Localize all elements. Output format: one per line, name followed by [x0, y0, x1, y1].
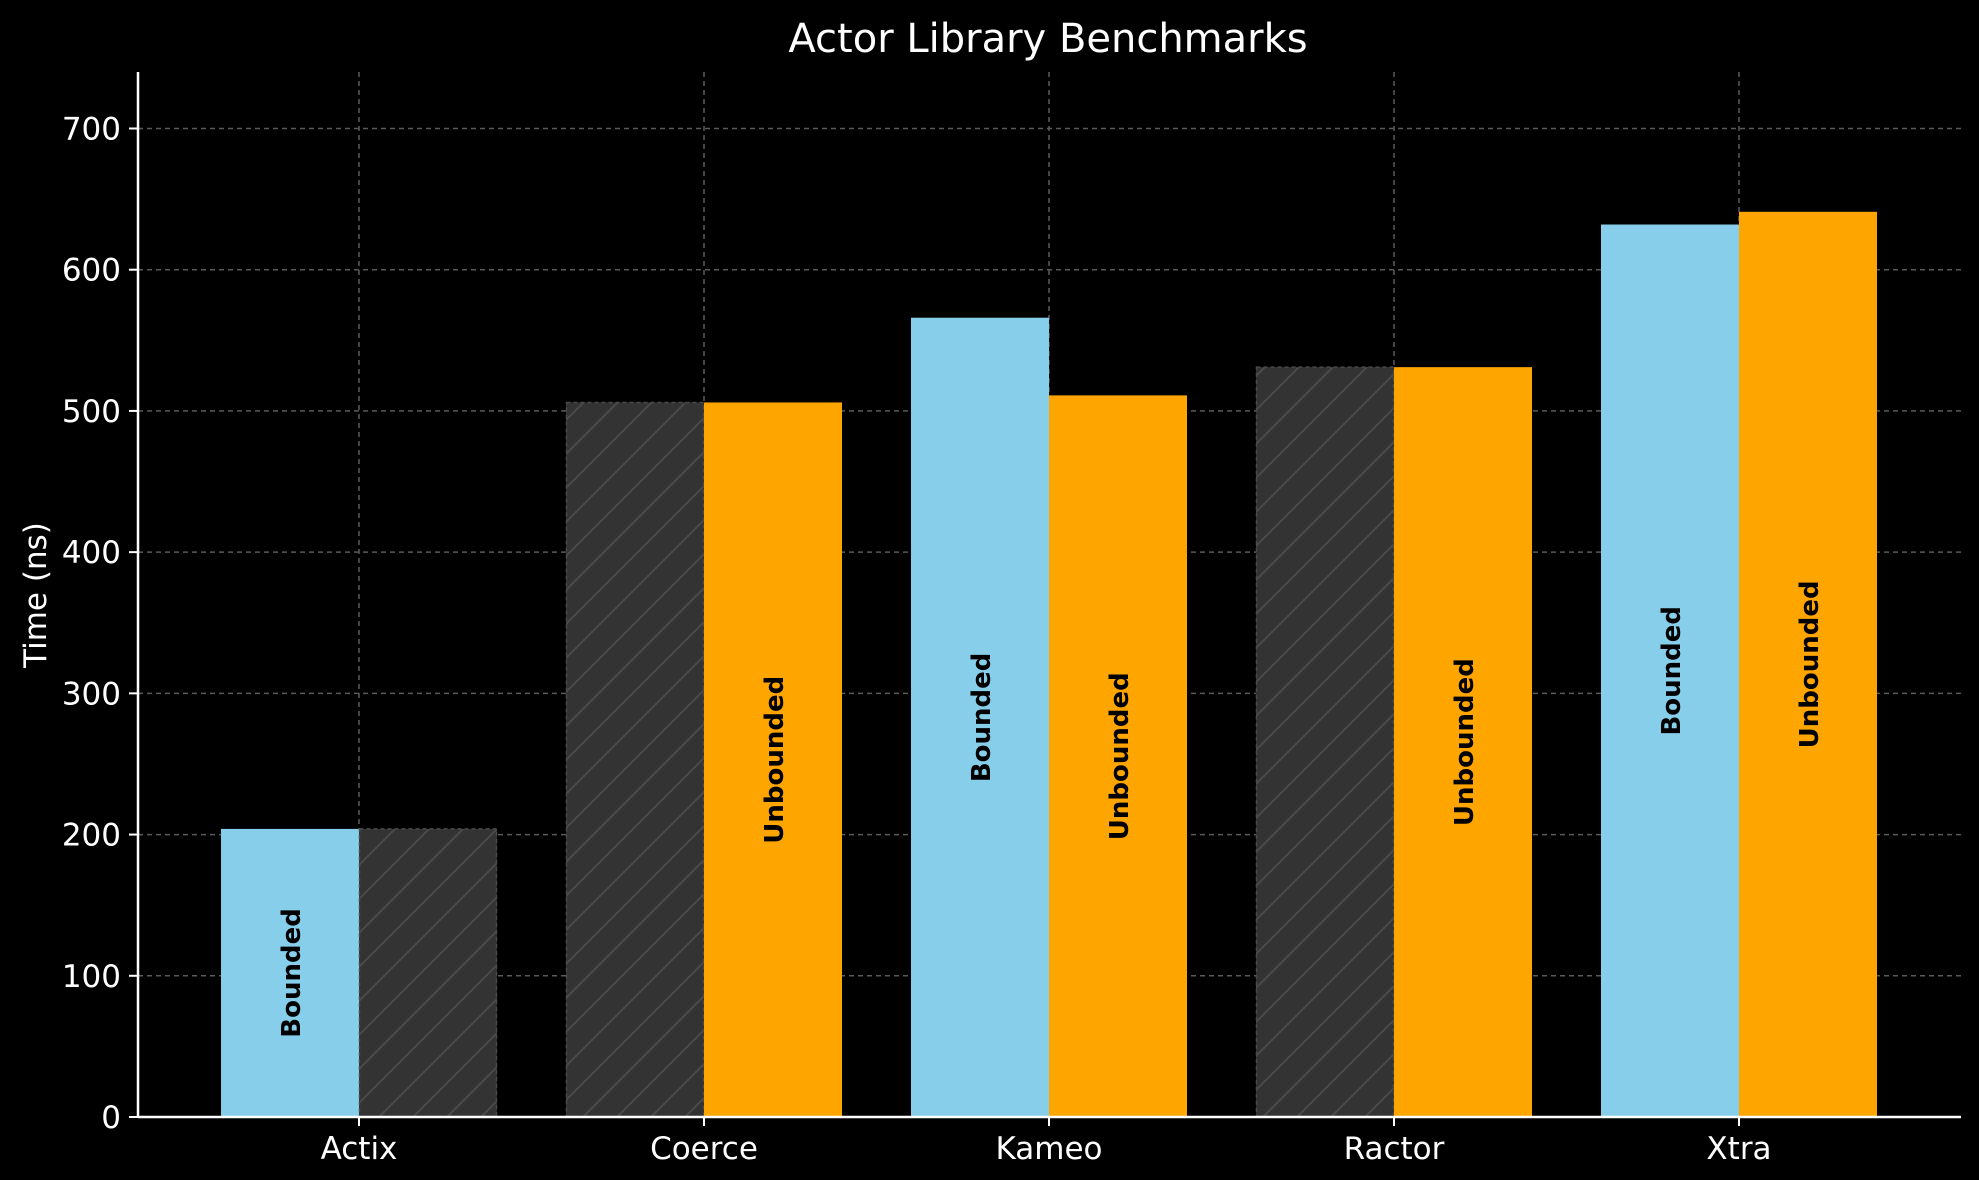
bars-layer: Bounded Unbounded Bounded Unbounded Unbounde… [221, 211, 1877, 1118]
bounded-bar-label: Bounded [277, 908, 307, 1038]
bounded-bar [221, 828, 359, 1117]
y-tick-label: 100 [62, 959, 121, 995]
placeholder-bar [1256, 367, 1394, 1117]
x-tick-label: Ractor [1344, 1131, 1445, 1167]
unbounded-bar [704, 402, 842, 1118]
y-tick-label: 500 [62, 394, 121, 430]
x-tick-label: Kameo [995, 1131, 1102, 1167]
bounded-bar [911, 317, 1049, 1118]
bounded-bar-label: Bounded [967, 653, 997, 783]
bounded-bar-label: Bounded [1657, 606, 1687, 736]
unbounded-bar-label: Unbounded [1450, 658, 1480, 826]
x-tick-label: Xtra [1706, 1131, 1771, 1167]
unbounded-bar-label: Unbounded [1105, 672, 1135, 840]
y-tick-label: 200 [62, 818, 121, 854]
chart-title: Actor Library Benchmarks [788, 16, 1307, 62]
unbounded-bar-label: Unbounded [760, 676, 790, 844]
y-tick-label: 700 [62, 111, 121, 147]
x-tick-label: Coerce [650, 1131, 758, 1167]
unbounded-bar-label: Unbounded [1795, 580, 1825, 748]
y-tick-label: 0 [101, 1100, 121, 1136]
y-tick-label: 400 [62, 535, 121, 571]
placeholder-bar [359, 828, 497, 1117]
y-tick-label: 600 [62, 253, 121, 289]
y-tick-label: 300 [62, 676, 121, 712]
x-tick-label: Actix [321, 1131, 398, 1167]
unbounded-bar [1049, 395, 1187, 1117]
unbounded-bar [1739, 211, 1877, 1117]
bounded-bar [1601, 224, 1739, 1117]
y-axis-label: Time (ns) [18, 522, 54, 669]
placeholder-bar [566, 402, 704, 1118]
unbounded-bar [1394, 367, 1532, 1117]
axes-layer: 0 100 200 300 400 500 600 700 Actix Coerce Kameo Ra… [62, 72, 1961, 1167]
